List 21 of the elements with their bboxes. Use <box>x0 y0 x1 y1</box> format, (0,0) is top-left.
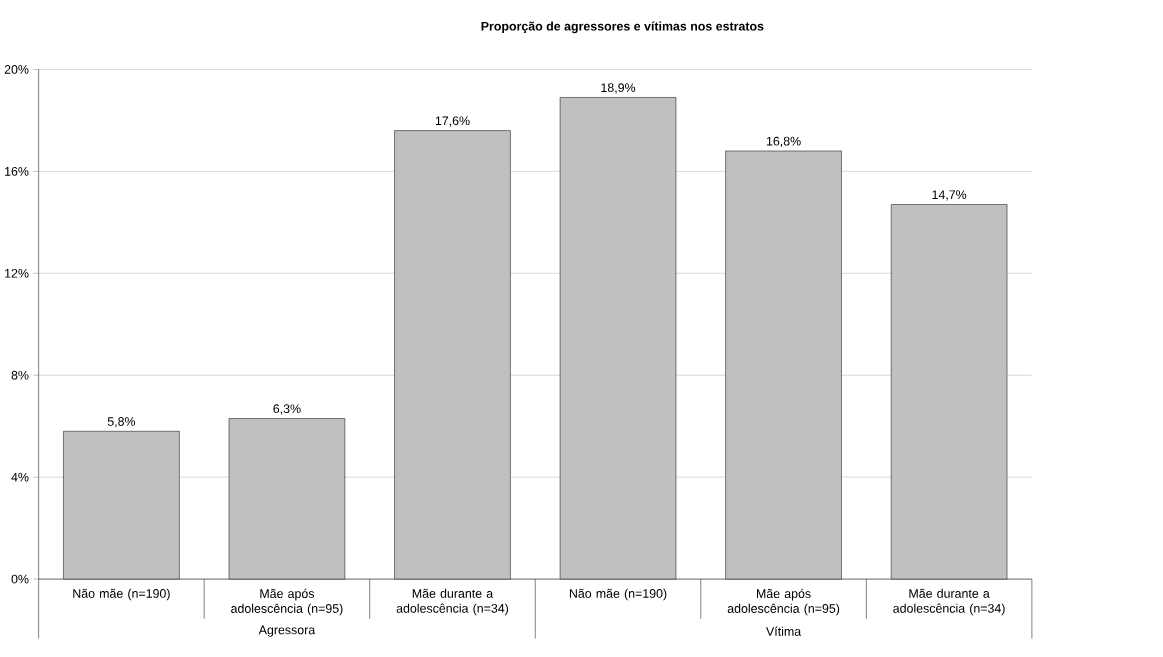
data-label: 16,8% <box>766 136 801 147</box>
x-tick-label: Não mãe (n=190) <box>569 588 667 601</box>
y-tick-label: 0% <box>11 574 29 584</box>
x-tick-label: Não mãe (n=190) <box>73 588 170 601</box>
y-tick-label: 8% <box>11 370 29 380</box>
x-tick-label: Mãe após adolescência (n=95) <box>231 588 343 616</box>
x-tick-label: Mãe durante a adolescência (n=34) <box>396 588 509 616</box>
y-tick-label: 16% <box>5 166 29 176</box>
data-label: 6,3% <box>273 404 301 415</box>
y-tick-label: 4% <box>11 472 29 482</box>
data-label: 18,9% <box>601 83 636 94</box>
x-tick-label: Mãe durante a adolescência (n=34) <box>893 588 1005 616</box>
data-label: 14,7% <box>932 190 967 201</box>
text: Vítima <box>766 626 802 636</box>
text: Agressora <box>258 625 316 637</box>
y-tick-label: 12% <box>5 268 29 278</box>
chart-title: Proporção de agressores e vítimas nos estratos <box>481 21 764 34</box>
y-tick-label: 20% <box>4 64 29 74</box>
data-label: 5,8% <box>107 416 136 428</box>
data-label: 17,6% <box>435 116 470 127</box>
x-tick-label: Mãe após adolescência (n=95) <box>727 588 840 616</box>
